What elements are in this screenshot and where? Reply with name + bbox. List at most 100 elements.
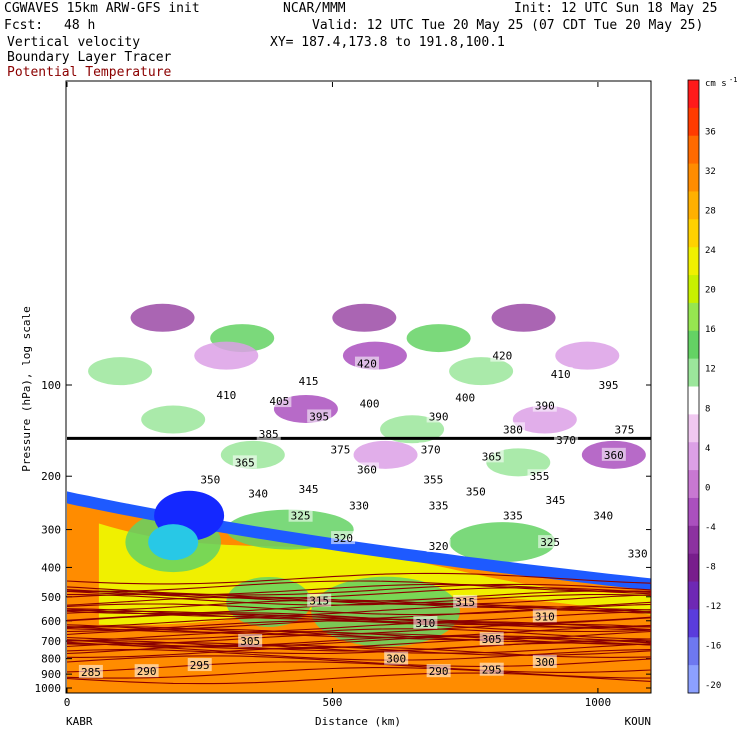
isentrope-label-bg <box>331 531 356 545</box>
colorbar-swatch <box>688 219 699 248</box>
cyan-cell <box>148 524 199 561</box>
velocity-cell <box>88 357 153 386</box>
isentrope-label-bg <box>187 658 212 672</box>
isentrope-label-bg <box>426 409 451 423</box>
isentrope-label: 345 <box>299 483 319 496</box>
isentrope-label: 335 <box>503 510 523 523</box>
isentrope-line <box>67 572 651 585</box>
isentrope-label-bg <box>548 367 573 381</box>
isentrope-label-bg <box>426 539 451 553</box>
isentrope-label-bg <box>596 378 621 391</box>
isentrope-label-bg <box>307 409 332 423</box>
isentrope-label: 305 <box>240 635 260 648</box>
stable-layer-band <box>67 491 651 591</box>
isentrope-label-bg <box>453 390 478 404</box>
isentrope-line <box>67 616 651 628</box>
colorbar-swatch <box>688 191 699 220</box>
isentrope-label-bg <box>538 535 563 549</box>
isentrope-label: 340 <box>248 487 268 500</box>
isentrope-label-bg <box>591 508 616 522</box>
isentrope-label-bg <box>426 664 451 678</box>
isentrope-label: 410 <box>551 368 571 381</box>
isentrope-label-bg <box>543 493 568 507</box>
x-tick-label: 1000 <box>585 696 612 709</box>
y-axis-label: Pressure (hPa), log scale <box>20 306 33 472</box>
isentrope-line <box>67 628 651 640</box>
isentrope-label-bg <box>296 481 321 495</box>
colorbar-swatch <box>688 107 699 137</box>
isentrope-label: 320 <box>429 540 449 553</box>
isentrope-label-bg <box>354 356 379 370</box>
isentrope-label: 300 <box>535 656 555 669</box>
y-tick-label: 400 <box>41 561 61 574</box>
colorbar-label: -8 <box>705 562 716 572</box>
y-tick-label: 1000 <box>35 682 62 695</box>
isentrope-label-bg <box>347 498 371 512</box>
velocity-cell <box>491 303 556 332</box>
isentrope-label-bg <box>479 632 504 646</box>
isentrope-label: 320 <box>333 532 353 545</box>
isentrope-label-bg <box>418 442 443 456</box>
colorbar-label: 12 <box>705 365 716 375</box>
isentrope-label-bg <box>198 472 223 486</box>
colorbar-swatch <box>688 386 699 415</box>
isentrope-label-bg <box>328 442 353 456</box>
velocity-cell <box>332 303 397 332</box>
velocity-cell <box>555 341 620 370</box>
colorbar-swatch <box>688 330 699 360</box>
isentrope-line <box>67 626 651 638</box>
plot-frame <box>65 80 652 694</box>
y-tick-label: 700 <box>41 635 61 648</box>
isentrope-label: 360 <box>604 449 624 462</box>
colorbar-swatch <box>688 358 699 387</box>
isentrope-label-bg <box>296 373 321 387</box>
isentrope-label-bg <box>601 447 626 461</box>
colorbar-label: -20 <box>705 681 721 691</box>
isentrope-label-bg <box>554 433 579 447</box>
fcst-label: Fcst: <box>4 18 44 33</box>
colorbar-label: -16 <box>705 642 721 652</box>
xy-range: XY= 187.4,173.8 to 191.8,100.1 <box>270 35 505 50</box>
colorbar-swatch <box>688 637 699 666</box>
isentrope-label: 330 <box>349 500 369 513</box>
isentrope-label: 390 <box>429 410 449 423</box>
left-endpoint: KABR <box>66 715 93 728</box>
y-tick-label: 900 <box>41 668 61 681</box>
isentrope-label-bg <box>238 634 263 648</box>
isentrope-label-bg <box>527 469 552 483</box>
isentrope-label: 410 <box>216 389 236 402</box>
isentrope-label-bg <box>426 498 451 512</box>
isentrope-label: 310 <box>415 617 435 630</box>
isentrope-label: 365 <box>235 456 255 469</box>
isentrope-label-bg <box>214 388 239 402</box>
colorbar-swatch <box>688 275 699 304</box>
colorbar-label: 32 <box>705 167 716 177</box>
isentrope-label-bg <box>500 422 525 436</box>
isentrope-line <box>67 602 651 615</box>
isentrope-label: 375 <box>615 423 635 436</box>
init-time: Init: 12 UTC Sun 18 May 25 <box>514 1 718 16</box>
field-vertical-velocity: Vertical velocity <box>7 35 141 50</box>
isentrope-label-bg <box>532 398 557 412</box>
isentrope-label: 325 <box>291 510 311 523</box>
isentrope-label: 345 <box>545 494 565 507</box>
y-tick-label: 800 <box>41 653 61 666</box>
isentrope-label-bg <box>134 664 159 678</box>
isentrope-line <box>67 590 651 602</box>
isentrope-label: 285 <box>81 666 101 679</box>
isentrope-line <box>67 667 651 679</box>
isentrope-label: 420 <box>492 350 512 363</box>
isentrope-label: 350 <box>466 486 486 499</box>
isentrope-label: 370 <box>556 434 576 447</box>
colorbar-label: -12 <box>705 602 721 612</box>
isentrope-label: 355 <box>423 473 443 486</box>
isentrope-label: 295 <box>190 659 210 672</box>
isentrope-label: 305 <box>482 633 502 646</box>
isentrope-label-bg <box>490 348 515 362</box>
colorbar-unit-exp: -1 <box>729 76 737 84</box>
isentrope-label-bg <box>256 426 281 440</box>
isentrope-label-bg <box>232 455 257 469</box>
colorbar-swatch <box>688 525 699 555</box>
isentrope-line <box>67 637 651 650</box>
isentrope-label: 360 <box>357 463 377 476</box>
